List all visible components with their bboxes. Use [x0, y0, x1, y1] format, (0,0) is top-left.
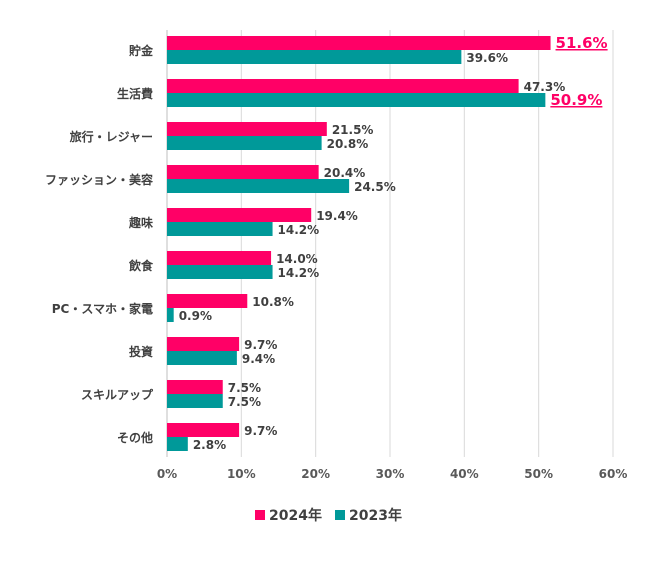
data-label: 20.8% — [327, 137, 369, 151]
bar-2023 — [167, 265, 273, 279]
bar-2024 — [167, 251, 272, 265]
highlighted-data-label: 51.6% — [556, 34, 608, 52]
data-label: 14.2% — [278, 223, 320, 237]
data-label: 19.4% — [316, 209, 358, 223]
legend-swatch — [335, 510, 345, 520]
data-label: 21.5% — [332, 123, 374, 137]
x-tick-label: 0% — [157, 467, 177, 481]
data-label: 39.6% — [466, 51, 508, 65]
data-label: 9.7% — [244, 338, 277, 352]
data-label: 47.3% — [524, 80, 566, 94]
data-label: 7.5% — [228, 381, 261, 395]
legend-label: 2024年 — [269, 507, 322, 524]
bar-2024 — [167, 423, 240, 437]
category-label: その他 — [117, 430, 153, 445]
bar-2023 — [167, 437, 188, 451]
category-label: 旅行・レジャー — [70, 129, 153, 144]
bar-2023 — [167, 351, 237, 365]
bar-2024 — [167, 79, 519, 93]
bar-2024 — [167, 337, 240, 351]
x-tick-label: 30% — [376, 467, 405, 481]
bar-2024 — [167, 208, 312, 222]
bar-2023 — [167, 222, 273, 236]
bar-2023 — [167, 50, 462, 64]
x-tick-label: 40% — [450, 467, 479, 481]
bar-2024 — [167, 36, 551, 50]
bar-2023 — [167, 179, 350, 193]
x-tick-label: 20% — [301, 467, 330, 481]
data-label: 0.9% — [179, 309, 212, 323]
category-label: ファッション・美容 — [45, 172, 153, 187]
x-tick-label: 60% — [599, 467, 628, 481]
bar-2024 — [167, 165, 319, 179]
highlighted-data-label: 50.9% — [550, 91, 602, 109]
x-tick-label: 50% — [524, 467, 553, 481]
data-label: 2.8% — [193, 438, 226, 452]
data-label: 20.4% — [324, 166, 366, 180]
category-label: 飲食 — [128, 258, 154, 273]
data-label: 14.0% — [276, 252, 318, 266]
bar-2024 — [167, 380, 223, 394]
bar-2023 — [167, 308, 174, 322]
category-label: 趣味 — [128, 215, 153, 230]
legend-swatch — [255, 510, 265, 520]
x-tick-label: 10% — [227, 467, 256, 481]
bar-2023 — [167, 93, 546, 107]
bar-2024 — [167, 122, 327, 136]
bar-2023 — [167, 136, 322, 150]
category-label: スキルアップ — [81, 387, 154, 402]
bar-2023 — [167, 394, 223, 408]
data-label: 9.7% — [244, 424, 277, 438]
data-label: 9.4% — [242, 352, 275, 366]
legend-label: 2023年 — [349, 507, 402, 524]
category-label: 貯金 — [129, 43, 154, 58]
data-label: 24.5% — [354, 180, 396, 194]
category-label: PC・スマホ・家電 — [52, 301, 153, 316]
bar-2024 — [167, 294, 248, 308]
data-label: 14.2% — [278, 266, 320, 280]
category-label: 投資 — [129, 344, 153, 359]
data-label: 10.8% — [252, 295, 294, 309]
category-label: 生活費 — [117, 86, 153, 101]
data-label: 7.5% — [228, 395, 261, 409]
